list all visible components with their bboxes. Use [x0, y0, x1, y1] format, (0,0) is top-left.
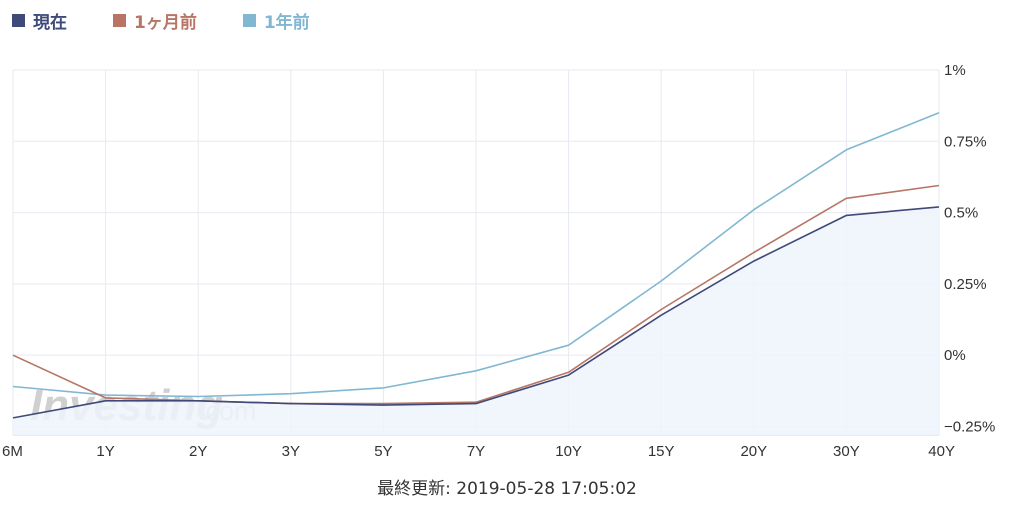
legend-swatch-1-year-ago	[242, 14, 256, 27]
series-line-1	[12, 184, 940, 405]
y-tick-label: 1%	[944, 62, 966, 79]
y-axis-labels: 1% 0.75% 0.5% 0.25% 0% −0.25%	[944, 62, 995, 435]
x-tick-label: 2Y	[189, 443, 207, 460]
legend-label-1-month-ago: 1ヶ月前	[134, 13, 197, 33]
series-layer	[12, 112, 940, 419]
area-layer	[13, 206, 939, 435]
legend-item-current[interactable]: 現在	[12, 8, 67, 33]
x-tick-label: 5Y	[374, 443, 392, 460]
x-tick-label: 6M	[2, 443, 23, 460]
yield-curve-chart: Investing .com 6M1Y2Y3Y5Y7Y10Y15Y20Y30Y4…	[2, 62, 995, 460]
x-tick-label: 20Y	[740, 443, 767, 460]
legend-label-current: 現在	[33, 13, 67, 33]
series-line-0	[12, 206, 940, 419]
chart-legend: 現在 1ヶ月前 1年前	[12, 8, 356, 33]
x-tick-label: 15Y	[648, 443, 675, 460]
legend-label-1-year-ago: 1年前	[263, 13, 310, 33]
last-updated: 最終更新: 2019-05-28 17:05:02	[377, 479, 637, 499]
x-tick-label: 40Y	[928, 443, 955, 460]
series-line-2	[12, 112, 940, 398]
legend-swatch-1-month-ago	[113, 14, 126, 27]
y-tick-label: 0.5%	[944, 205, 978, 222]
y-tick-label: 0.25%	[944, 276, 987, 293]
y-tick-label: −0.25%	[944, 418, 995, 435]
x-tick-label: 7Y	[467, 443, 485, 460]
legend-item-1-month-ago[interactable]: 1ヶ月前	[113, 8, 197, 33]
x-tick-label: 1Y	[96, 443, 114, 460]
x-tick-label: 3Y	[282, 443, 300, 460]
x-tick-label: 10Y	[555, 443, 582, 460]
x-tick-label: 30Y	[833, 443, 860, 460]
legend-swatch-current	[12, 14, 25, 27]
y-tick-label: 0%	[944, 347, 966, 364]
series-area-0	[13, 206, 939, 435]
y-tick-label: 0.75%	[944, 133, 987, 150]
x-axis-labels: 6M 1Y 2Y 3Y 5Y 7Y 10Y 15Y 20Y 30Y 40Y	[2, 443, 955, 460]
legend-item-1-year-ago[interactable]: 1年前	[242, 8, 310, 33]
